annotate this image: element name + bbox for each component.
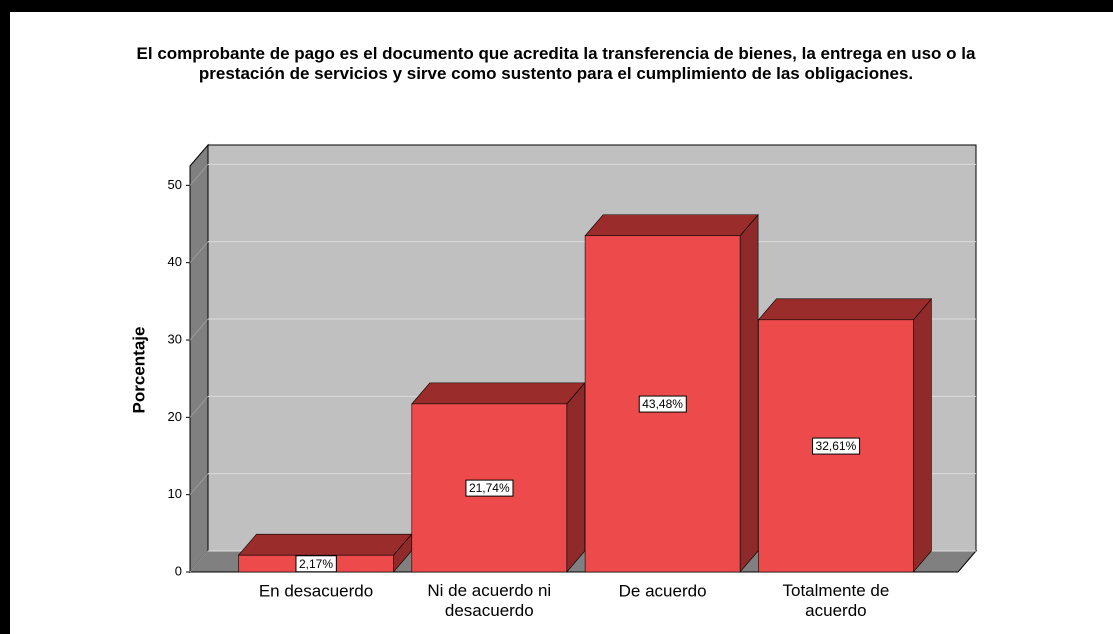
bar	[757, 298, 933, 573]
y-tick-label: 0	[175, 563, 182, 578]
bar-side	[739, 213, 759, 573]
side-wall	[189, 143, 209, 574]
value-label-box	[295, 555, 337, 573]
x-tick-label: En desacuerdo	[259, 581, 373, 600]
y-tick-label: 10	[168, 486, 182, 501]
value-label: 2,17%	[299, 557, 333, 571]
chart-title: El comprobante de pago es el documento q…	[137, 44, 976, 83]
grid-line	[189, 473, 209, 495]
bar-top	[584, 214, 759, 237]
grid-line	[189, 241, 209, 263]
y-tick-label: 50	[168, 177, 182, 192]
bar-top	[411, 382, 586, 405]
x-tick-label: Totalmente de acuerdo	[783, 581, 890, 620]
bar	[411, 382, 586, 573]
value-label: 32,61%	[816, 439, 857, 453]
bar-top	[237, 533, 413, 556]
value-label-box	[638, 395, 687, 413]
value-label: 21,74%	[469, 481, 510, 495]
y-tick-label: 40	[168, 254, 182, 269]
value-label-box	[465, 479, 514, 497]
bar-top	[757, 298, 933, 321]
value-label-box	[812, 437, 861, 455]
value-label: 43,48%	[642, 397, 683, 411]
grid-line	[189, 318, 209, 341]
frame-left	[0, 0, 10, 634]
frame-top	[0, 0, 1113, 12]
x-tick-label: Ni de acuerdo ni desacuerdo	[427, 581, 551, 620]
grid-line	[189, 550, 209, 573]
bar-side	[913, 298, 932, 573]
y-axis-label: Porcentaje	[129, 327, 148, 414]
grid-line	[189, 396, 209, 418]
x-tick-label: De acuerdo	[619, 581, 707, 600]
y-tick-label: 20	[168, 409, 182, 424]
grid-line	[189, 164, 209, 186]
y-tick-label: 30	[168, 331, 182, 346]
bar-side	[566, 382, 586, 573]
bar	[584, 213, 759, 573]
